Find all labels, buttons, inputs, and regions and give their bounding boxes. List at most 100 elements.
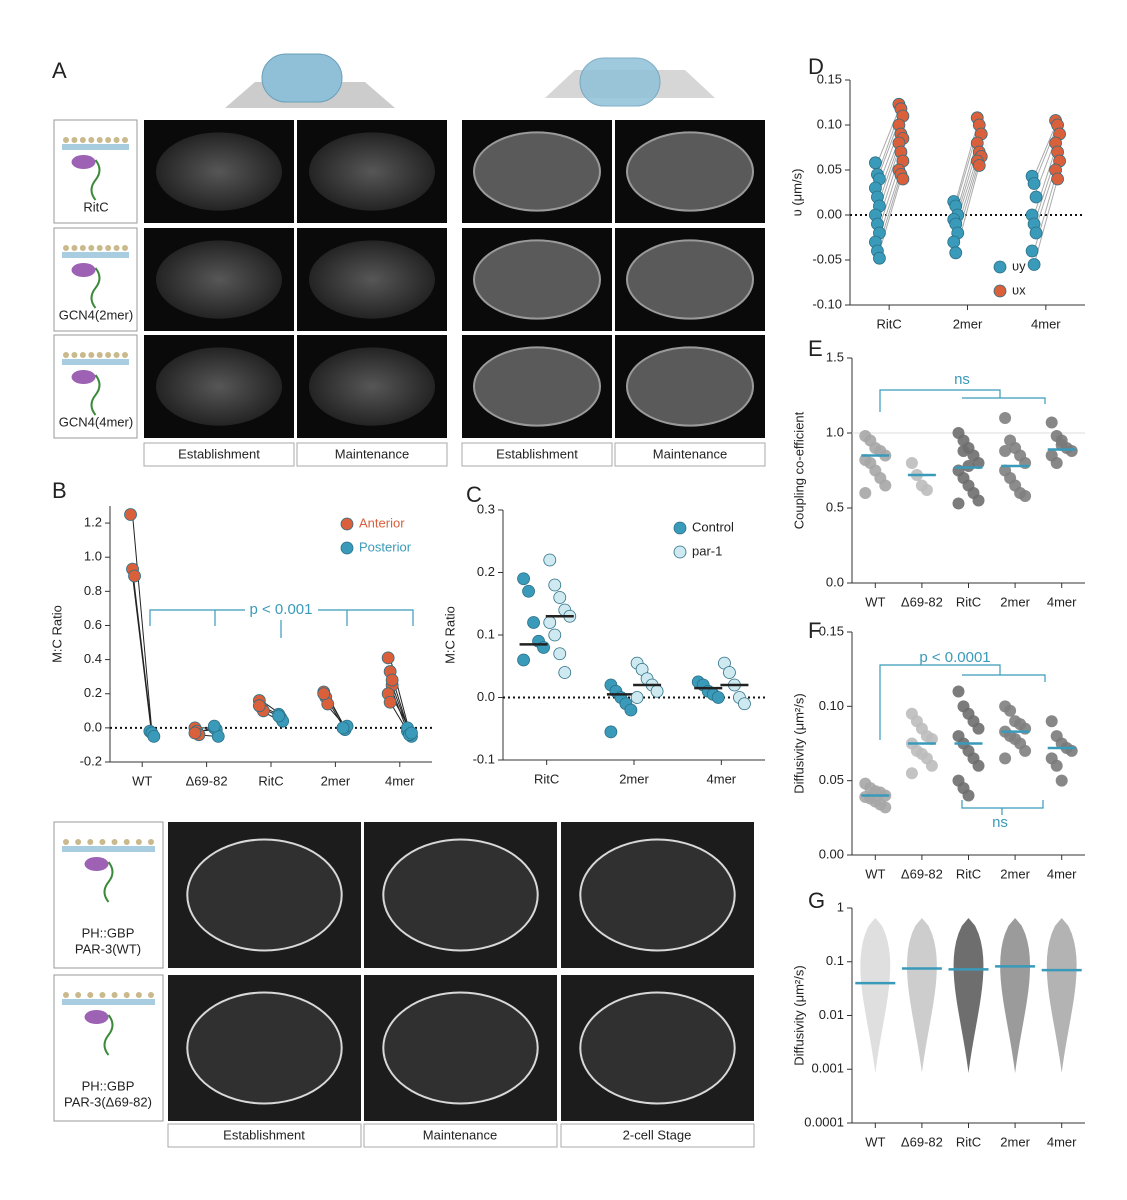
dot xyxy=(999,412,1012,424)
x-tick-label: WT xyxy=(865,594,885,609)
column-label: Establishment xyxy=(496,446,578,461)
lipid xyxy=(111,992,118,998)
violin xyxy=(1000,918,1031,1073)
row-label: PAR-3(Δ69-82) xyxy=(64,1094,152,1109)
dot xyxy=(604,725,618,739)
legend-marker xyxy=(673,545,687,559)
protein xyxy=(71,370,96,384)
dot xyxy=(272,709,286,723)
y-tick-label: 0.2 xyxy=(477,564,495,579)
protein xyxy=(71,263,96,277)
dot xyxy=(859,487,872,499)
protein xyxy=(84,857,109,871)
legend-label: υx xyxy=(1012,282,1026,297)
dot xyxy=(949,246,963,260)
lipid xyxy=(122,352,128,358)
dot xyxy=(711,691,725,704)
dot xyxy=(723,666,736,679)
dot xyxy=(962,789,975,802)
lipid xyxy=(96,245,103,251)
y-tick-label: 1 xyxy=(837,899,844,914)
dot xyxy=(543,553,557,567)
lipid xyxy=(63,245,69,251)
dot xyxy=(1065,445,1078,457)
y-tick-label: 0.01 xyxy=(819,1007,844,1022)
embryo xyxy=(309,347,435,426)
dot xyxy=(972,159,986,172)
pair-line xyxy=(132,514,153,732)
lipid xyxy=(79,245,86,251)
panel-label: D xyxy=(808,54,824,79)
dot xyxy=(972,457,985,469)
dot xyxy=(1045,416,1058,429)
dot xyxy=(147,730,161,743)
dot xyxy=(879,801,892,814)
y-tick-label: 0.3 xyxy=(477,501,495,516)
y-tick-label: 1.0 xyxy=(84,549,102,564)
legend-label: Control xyxy=(692,519,734,534)
column-box xyxy=(363,1123,558,1148)
x-tick-label: Δ69-82 xyxy=(901,866,943,881)
bracket xyxy=(879,389,1046,412)
dot xyxy=(336,721,350,735)
legend-label: Posterior xyxy=(359,539,412,554)
linker xyxy=(90,374,101,416)
dot xyxy=(385,673,399,687)
y-axis-label: M:C Ratio xyxy=(49,605,64,663)
dot xyxy=(252,699,266,713)
column-label: Establishment xyxy=(178,446,260,461)
linker xyxy=(103,1014,114,1056)
dot xyxy=(405,726,418,740)
dot xyxy=(381,651,395,665)
dot xyxy=(972,759,985,772)
dot xyxy=(207,719,221,733)
row-label: PH::GBP xyxy=(82,925,135,940)
dot xyxy=(650,684,664,698)
x-tick-label: WT xyxy=(865,866,885,881)
y-tick-label: 0.001 xyxy=(811,1061,844,1076)
violin xyxy=(860,918,891,1073)
legend-label: υy xyxy=(1012,258,1026,273)
lipid xyxy=(135,839,142,845)
linker xyxy=(90,267,101,309)
membrane xyxy=(62,252,129,258)
y-tick-label: 0.05 xyxy=(817,161,842,176)
column-label: Establishment xyxy=(223,1127,305,1142)
pair-line xyxy=(876,178,902,259)
row-label: GCN4(4mer) xyxy=(59,414,133,429)
x-tick-label: WT xyxy=(132,773,152,788)
lipid xyxy=(148,992,154,998)
bracket xyxy=(961,800,1044,815)
violin xyxy=(953,918,984,1073)
y-tick-label: 1.0 xyxy=(826,424,844,439)
dot xyxy=(952,497,965,510)
panel-label: B xyxy=(52,478,67,503)
dot xyxy=(548,578,562,592)
dot xyxy=(905,457,918,469)
x-tick-label: 2mer xyxy=(619,771,649,786)
lipid xyxy=(148,839,154,845)
lipid xyxy=(111,839,118,845)
y-tick-label: 0.0 xyxy=(477,689,495,704)
dot xyxy=(527,616,540,629)
lipid xyxy=(105,137,112,143)
membrane xyxy=(62,999,155,1005)
lipid xyxy=(71,352,78,358)
dot xyxy=(999,445,1012,457)
embryo xyxy=(156,240,282,319)
icon-box xyxy=(53,119,138,224)
lipid xyxy=(88,137,95,143)
dot xyxy=(522,584,535,598)
embryo xyxy=(309,240,435,319)
embryo xyxy=(473,346,601,427)
y-tick-label: 0.00 xyxy=(819,846,844,861)
lipid xyxy=(105,352,112,358)
x-tick-label: RitC xyxy=(956,1134,981,1149)
y-tick-label: 0.1 xyxy=(477,626,495,641)
dot xyxy=(543,616,557,629)
dot xyxy=(879,479,892,492)
dot xyxy=(188,726,202,740)
panel-label: G xyxy=(808,888,825,913)
column-box xyxy=(560,1123,755,1148)
dot xyxy=(1055,774,1068,787)
